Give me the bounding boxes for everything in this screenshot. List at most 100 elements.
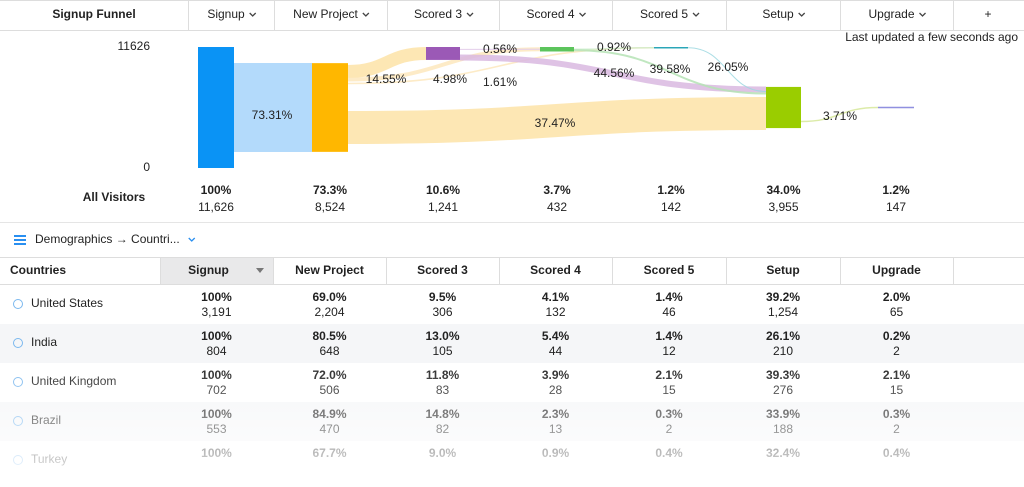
sort-header-bg <box>160 258 273 284</box>
cell-percent: 80.5% <box>312 329 346 343</box>
funnel-bar <box>426 47 460 60</box>
step-header[interactable]: Upgrade <box>868 7 914 21</box>
breakdown-selector[interactable]: Demographics → Countri... <box>35 232 180 246</box>
step-header[interactable]: Setup <box>762 7 794 21</box>
funnel-bar <box>766 86 801 129</box>
cell-count: 12 <box>662 344 676 358</box>
chevron <box>798 12 806 17</box>
funnel-bar <box>540 47 574 52</box>
funnel-bar <box>878 106 914 109</box>
step-percent: 73.3% <box>313 183 347 197</box>
country-name: United States <box>31 296 103 310</box>
step-percent: 1.2% <box>882 183 910 197</box>
flow <box>347 46 427 78</box>
cell-percent: 1.4% <box>655 329 683 343</box>
cell-count: 46 <box>662 305 676 319</box>
step-percent: 34.0% <box>766 183 800 197</box>
flow <box>347 97 767 144</box>
step-percent: 3.7% <box>543 183 571 197</box>
step-percent: 1.2% <box>657 183 685 197</box>
flow-label: 26.05% <box>708 60 749 74</box>
chevron <box>579 12 586 17</box>
chevron <box>188 237 196 242</box>
cell-percent: 69.0% <box>312 290 346 304</box>
flow-label: 1.61% <box>483 75 517 89</box>
flow-label: 4.98% <box>433 72 467 86</box>
row-checkbox[interactable] <box>13 299 23 309</box>
cell-percent: 9.5% <box>429 290 457 304</box>
step-count: 142 <box>661 200 681 214</box>
cell-percent: 1.4% <box>655 290 683 304</box>
column-header[interactable]: Scored 3 <box>417 263 468 277</box>
step-header[interactable]: Scored 3 <box>414 7 462 21</box>
fade <box>0 360 1024 487</box>
step-header[interactable]: Scored 4 <box>526 7 574 21</box>
step-count: 432 <box>547 200 567 214</box>
cell-percent: 13.0% <box>425 329 459 343</box>
y-tick-label: 11626 <box>118 39 151 53</box>
row-label: All Visitors <box>83 190 146 204</box>
flow-label: 14.55% <box>366 72 407 86</box>
flow <box>687 47 767 92</box>
column-header[interactable]: Upgrade <box>872 263 921 277</box>
row-checkbox[interactable] <box>13 338 23 348</box>
flow-label: 3.71% <box>823 109 857 123</box>
step-header[interactable]: New Project <box>293 7 358 21</box>
step-count: 11,626 <box>198 200 234 214</box>
column-header[interactable]: Scored 5 <box>644 263 695 277</box>
flow <box>347 47 541 82</box>
flow-label: 44.56% <box>594 66 635 80</box>
cell-count: 648 <box>319 344 339 358</box>
cell-count: 1,254 <box>768 305 798 319</box>
chevron <box>362 12 370 17</box>
flow-label: 0.56% <box>483 42 517 56</box>
funnel-title[interactable]: Signup Funnel <box>52 7 135 21</box>
funnel-bar <box>198 47 234 168</box>
column-header[interactable]: New Project <box>295 263 364 277</box>
sort-arrow <box>256 268 264 273</box>
step-count: 1,241 <box>428 200 458 214</box>
column-header[interactable]: Countries <box>10 263 66 277</box>
cell-percent: 5.4% <box>542 329 570 343</box>
flow-label: 39.58% <box>650 62 691 76</box>
cell-percent: 26.1% <box>766 329 800 343</box>
cell-count: 44 <box>549 344 563 358</box>
cell-count: 210 <box>773 344 793 358</box>
cell-count: 306 <box>432 305 452 319</box>
chevron <box>466 12 474 17</box>
step-percent: 100% <box>201 183 232 197</box>
cell-count: 2 <box>893 344 900 358</box>
funnel-bar <box>312 63 348 152</box>
flow-label: 73.31% <box>252 108 293 122</box>
chevron <box>919 12 926 17</box>
cell-percent: 0.2% <box>883 329 911 343</box>
flow-label: 37.47% <box>535 116 576 130</box>
step-count: 3,955 <box>768 200 798 214</box>
funnel-bar <box>654 47 688 49</box>
last-updated: Last updated a few seconds ago <box>845 30 1018 44</box>
cell-count: 105 <box>432 344 452 358</box>
cell-percent: 4.1% <box>542 290 570 304</box>
step-header[interactable]: Scored 5 <box>640 7 688 21</box>
row-bg <box>0 324 1024 363</box>
step-header[interactable]: Signup <box>207 7 245 21</box>
flow-label: 0.92% <box>597 40 631 54</box>
add-step[interactable]: + <box>984 7 991 21</box>
step-percent: 10.6% <box>426 183 460 197</box>
step-count: 147 <box>886 200 906 214</box>
flow <box>573 47 655 50</box>
flow <box>573 49 767 95</box>
column-header[interactable]: Setup <box>766 263 799 277</box>
y-tick-label: 0 <box>143 160 150 174</box>
column-header[interactable]: Scored 4 <box>530 263 581 277</box>
cell-percent: 100% <box>201 290 232 304</box>
chevron <box>249 12 257 17</box>
column-header[interactable]: Signup <box>188 263 229 277</box>
cell-count: 804 <box>206 344 226 358</box>
chevron <box>692 12 700 17</box>
cell-count: 65 <box>890 305 904 319</box>
country-name: India <box>31 335 57 349</box>
cell-percent: 100% <box>201 329 232 343</box>
cell-percent: 39.2% <box>766 290 800 304</box>
